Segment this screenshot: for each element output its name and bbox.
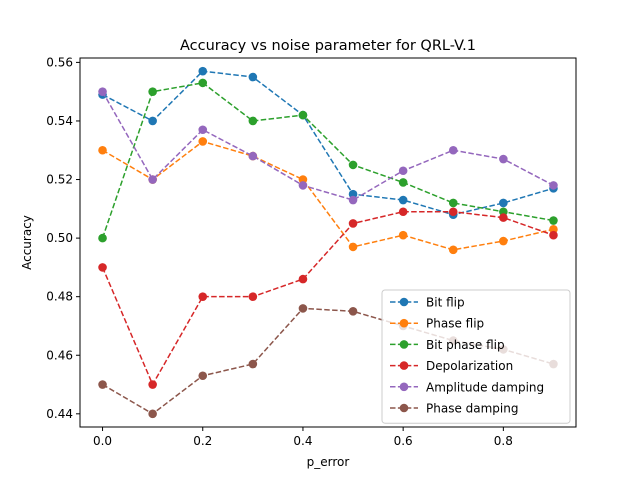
legend-marker <box>399 318 409 328</box>
y-tick-label: 0.44 <box>46 407 73 421</box>
y-axis: 0.44 0.46 0.48 0.50 0.52 0.54 0.56 <box>46 55 80 421</box>
data-point <box>98 87 107 96</box>
y-tick-label: 0.48 <box>46 290 73 304</box>
data-point <box>348 160 358 170</box>
series-line <box>101 82 554 239</box>
data-point <box>549 216 558 225</box>
legend-marker <box>399 340 409 349</box>
legend-marker <box>399 403 409 413</box>
legend-item: Phase flip <box>390 317 484 331</box>
data-point <box>499 236 508 246</box>
chart-title: Accuracy vs noise parameter for QRL-V.1 <box>180 38 476 54</box>
legend-item: Amplitude damping <box>390 380 544 394</box>
legend-item: Bit phase flip <box>390 338 505 352</box>
data-point <box>248 116 258 126</box>
series-depolarization <box>98 207 558 389</box>
data-point <box>198 66 208 76</box>
data-point <box>549 181 558 190</box>
data-point <box>248 151 258 161</box>
data-point <box>499 154 508 164</box>
data-point <box>148 380 157 389</box>
legend-marker <box>399 361 409 370</box>
data-point <box>98 145 107 155</box>
data-point <box>98 233 107 243</box>
legend-item: Bit flip <box>390 296 465 310</box>
data-point <box>348 307 358 316</box>
legend-box <box>381 289 571 424</box>
data-point <box>198 137 208 146</box>
data-point <box>348 242 358 252</box>
series-bit-phase-flip <box>98 78 558 243</box>
data-point <box>298 274 308 284</box>
data-point <box>499 198 508 208</box>
data-point <box>448 198 458 208</box>
legend-marker <box>399 297 409 307</box>
legend-label: Phase damping <box>426 402 518 416</box>
data-point <box>148 87 157 96</box>
legend-label: Depolarization <box>426 359 513 373</box>
data-point <box>298 110 308 120</box>
legend-marker <box>399 382 409 392</box>
data-point <box>348 219 358 228</box>
series-line <box>101 211 554 387</box>
x-tick-label: 0.4 <box>293 434 312 448</box>
data-point <box>148 409 157 419</box>
series-line <box>102 140 554 251</box>
y-tick-label: 0.54 <box>46 114 73 128</box>
x-axis-label: p_error <box>307 455 350 469</box>
series-line <box>101 91 554 201</box>
data-point <box>549 230 558 240</box>
legend-label: Bit flip <box>426 296 465 310</box>
data-point <box>198 292 208 301</box>
data-point <box>348 195 358 205</box>
y-tick-label: 0.50 <box>46 231 73 245</box>
series-amplitude-damping <box>98 87 558 205</box>
series-line <box>102 70 554 216</box>
data-point <box>398 230 408 240</box>
y-tick-label: 0.56 <box>46 55 73 69</box>
data-point <box>298 181 308 190</box>
legend-label: Amplitude damping <box>426 380 544 394</box>
legend-item: Phase damping <box>390 402 518 416</box>
legend-item: Depolarization <box>390 359 513 373</box>
data-point <box>448 207 458 217</box>
data-point <box>198 125 208 135</box>
plot-frame <box>79 57 577 428</box>
x-tick-label: 0.0 <box>93 434 112 448</box>
legend-label: Phase flip <box>426 317 484 331</box>
data-point <box>248 359 258 369</box>
data-point <box>398 207 408 217</box>
legend-label: Bit phase flip <box>426 338 505 352</box>
data-point <box>448 145 458 155</box>
data-point <box>248 292 258 301</box>
data-point <box>448 245 458 255</box>
data-point <box>398 195 408 205</box>
y-tick-label: 0.46 <box>46 348 73 362</box>
data-point <box>499 213 508 222</box>
y-tick-label: 0.52 <box>46 173 73 187</box>
data-point <box>398 166 408 176</box>
x-tick-label: 0.8 <box>494 434 513 448</box>
x-axis: 0.0 0.2 0.4 0.6 0.8 <box>93 427 513 448</box>
data-point <box>98 263 107 272</box>
legend: Bit flip Phase flip Bit phase flip Depolari… <box>381 289 571 424</box>
data-point <box>148 116 157 126</box>
data-point <box>398 178 408 187</box>
x-tick-label: 0.6 <box>394 434 413 448</box>
data-point <box>248 72 258 82</box>
data-point <box>298 304 308 313</box>
x-tick-label: 0.2 <box>193 434 212 448</box>
data-point <box>148 175 157 184</box>
y-axis-label: Accuracy <box>20 215 34 270</box>
data-point <box>198 371 208 381</box>
data-point <box>198 78 208 88</box>
data-point <box>98 380 107 389</box>
